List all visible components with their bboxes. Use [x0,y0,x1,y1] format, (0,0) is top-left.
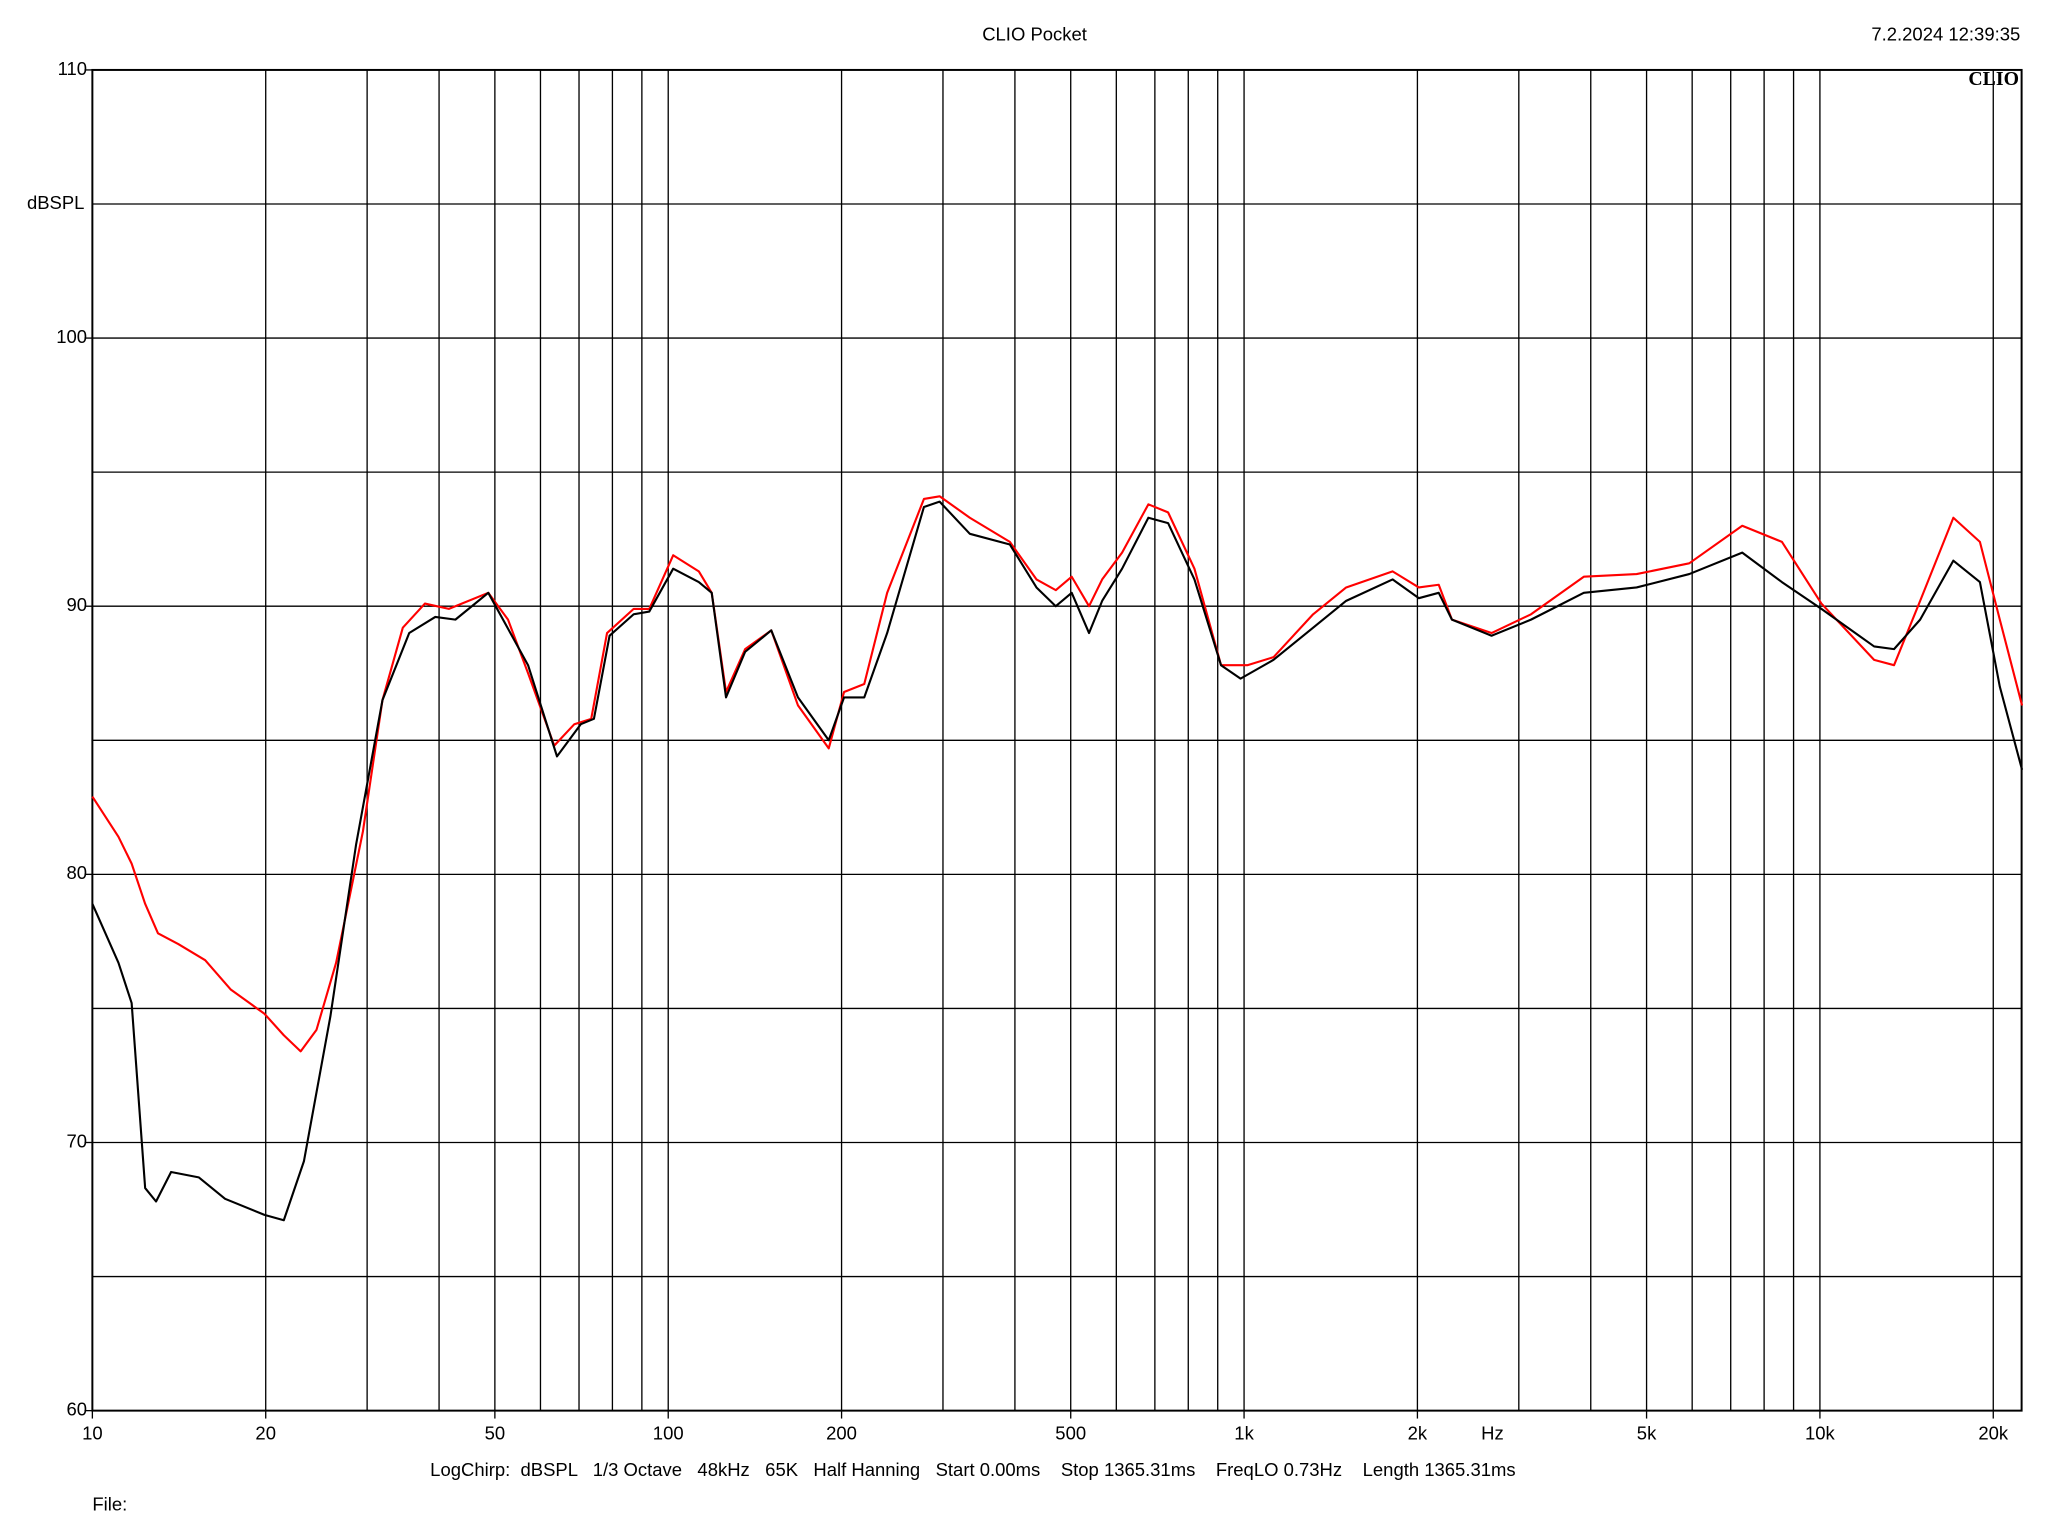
chart-title: CLIO Pocket [982,24,1087,45]
x-tick-label: 5k [1637,1422,1657,1443]
x-tick-label: 10k [1805,1422,1836,1443]
x-tick-label: 2k [1408,1422,1428,1443]
y-tick-label: 110 [58,58,87,79]
y-tick-label: 80 [67,862,88,883]
x-tick-label: 500 [1055,1422,1086,1443]
y-tick-label: 100 [56,326,87,347]
x-tick-label: 50 [485,1422,506,1443]
x-tick-label: 1k [1234,1422,1254,1443]
file-label: File: [92,1494,127,1515]
y-axis-label: dBSPL [27,192,85,213]
x-tick-label: 20 [255,1422,276,1443]
x-tick-label: 10 [82,1422,103,1443]
timestamp: 7.2.2024 12:39:35 [1871,24,2020,45]
x-unit-label: Hz [1481,1422,1504,1443]
y-tick-label: 60 [67,1399,88,1420]
series-line [91,500,2024,1222]
x-tick-label: 200 [826,1422,857,1443]
x-tick-label: 20k [1978,1422,2009,1443]
footer: LogChirp: dBSPL 1/3 Octave 48kHz 65K Hal… [430,1459,1515,1480]
plot-frame [91,68,2023,1412]
y-tick-label: 90 [67,594,88,615]
y-tick-label: 70 [67,1130,88,1151]
x-tick-label: 100 [653,1422,684,1443]
